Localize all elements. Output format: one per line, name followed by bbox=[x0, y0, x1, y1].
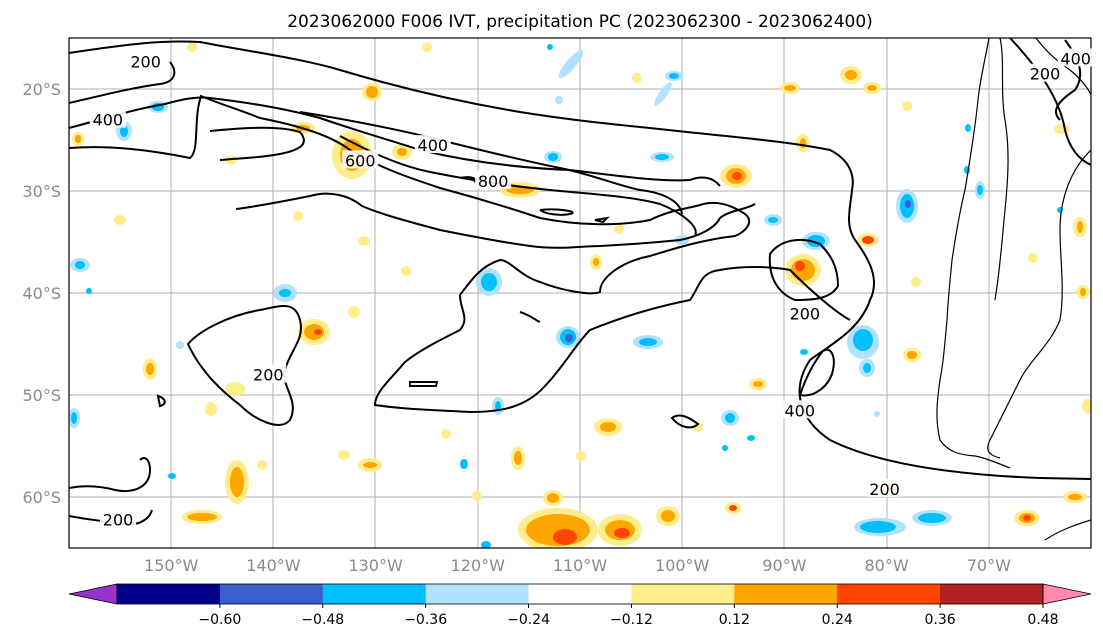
contour-label: 400 bbox=[93, 111, 124, 130]
latitude-labels: 20°S 30°S 40°S 50°S 60°S bbox=[22, 80, 61, 507]
contour-label: 400 bbox=[784, 401, 815, 420]
contour-label-background bbox=[1057, 48, 1094, 67]
lon-tick-label: 100°W bbox=[655, 556, 710, 575]
colorbar-extend-max bbox=[1042, 583, 1092, 605]
contour-label: 400 bbox=[418, 136, 449, 155]
contour-label-background bbox=[414, 135, 451, 154]
contour-label-background bbox=[250, 364, 287, 383]
coastline bbox=[936, 38, 1091, 541]
colorbar-segment bbox=[837, 584, 941, 604]
contour-label: 200 bbox=[790, 304, 821, 323]
lon-tick-label: 120°W bbox=[451, 556, 506, 575]
colorbar-extend-min bbox=[68, 583, 118, 605]
contour-label: 200 bbox=[869, 480, 900, 499]
longitude-labels: 150°W 140°W 130°W 120°W 110°W 100°W 90°W 80°W 70… bbox=[144, 556, 1011, 575]
colorbar-frame bbox=[116, 583, 1044, 605]
contour-label: 400 bbox=[1060, 49, 1091, 68]
colorbar-segment bbox=[322, 584, 427, 604]
contour-label: 800 bbox=[478, 172, 509, 191]
lon-tick-label: 140°W bbox=[246, 556, 301, 575]
colorbar-tick-label: −0.24 bbox=[507, 612, 550, 628]
contour-label-background bbox=[100, 509, 137, 528]
colorbar-segment bbox=[219, 584, 324, 604]
colorbar: −0.60 −0.48 −0.36 −0.24 −0.12 0.12 0.24 0.36 0.4… bbox=[68, 583, 1092, 628]
contour-label: 600 bbox=[345, 151, 376, 170]
colorbar-tick-label: −0.60 bbox=[198, 612, 241, 628]
contour-label-background bbox=[866, 478, 903, 497]
lon-tick-label: 150°W bbox=[144, 556, 199, 575]
lat-tick-label: 60°S bbox=[22, 488, 61, 507]
colorbar-segments bbox=[68, 583, 1092, 605]
graticule bbox=[69, 38, 1091, 548]
lat-tick-label: 40°S bbox=[22, 284, 61, 303]
lat-tick-label: 30°S bbox=[22, 182, 61, 201]
contour-label-background bbox=[786, 303, 823, 322]
colorbar-tick-label: 0.48 bbox=[1027, 612, 1058, 628]
colorbar-segment bbox=[631, 584, 735, 604]
contour-label-background bbox=[127, 51, 164, 70]
colorbar-ticks: −0.60 −0.48 −0.36 −0.24 −0.12 0.12 0.24 0.36 0.4… bbox=[198, 604, 1059, 628]
colorbar-tick-label: 0.36 bbox=[925, 612, 956, 628]
contour-label-background bbox=[1027, 63, 1064, 82]
lon-tick-label: 130°W bbox=[348, 556, 403, 575]
ivt-contours bbox=[69, 38, 1091, 526]
contour-label-background bbox=[342, 150, 379, 169]
contour-label: 200 bbox=[253, 366, 284, 385]
colorbar-segment bbox=[425, 584, 530, 604]
colorbar-segment bbox=[734, 584, 838, 604]
lat-tick-label: 20°S bbox=[22, 80, 61, 99]
lat-tick-label: 50°S bbox=[22, 386, 61, 405]
contour-label-background bbox=[781, 400, 818, 419]
contour-label: 200 bbox=[103, 510, 134, 529]
map-title: 2023062000 F006 IVT, precipitation PC (2… bbox=[287, 12, 873, 32]
lon-tick-label: 80°W bbox=[865, 556, 909, 575]
contour-label-background bbox=[475, 170, 512, 189]
colorbar-segment bbox=[117, 584, 221, 604]
colorbar-segment bbox=[528, 584, 632, 604]
colorbar-tick-label: −0.12 bbox=[610, 612, 653, 628]
lon-tick-label: 90°W bbox=[762, 556, 806, 575]
lon-tick-label: 70°W bbox=[967, 556, 1011, 575]
positive-anomaly-patches bbox=[72, 42, 1091, 548]
contour-label-background bbox=[89, 109, 126, 128]
contour-label: 200 bbox=[130, 52, 161, 71]
map-panel bbox=[68, 37, 1092, 549]
colorbar-segment bbox=[940, 584, 1044, 604]
colorbar-tick-label: 0.12 bbox=[719, 612, 750, 628]
contour-label: 200 bbox=[1030, 65, 1061, 84]
map-frame bbox=[68, 37, 1092, 549]
colorbar-tick-label: −0.36 bbox=[404, 612, 447, 628]
colorbar-tick-label: −0.48 bbox=[301, 612, 344, 628]
lon-tick-label: 110°W bbox=[553, 556, 608, 575]
colorbar-tick-label: 0.24 bbox=[822, 612, 853, 628]
